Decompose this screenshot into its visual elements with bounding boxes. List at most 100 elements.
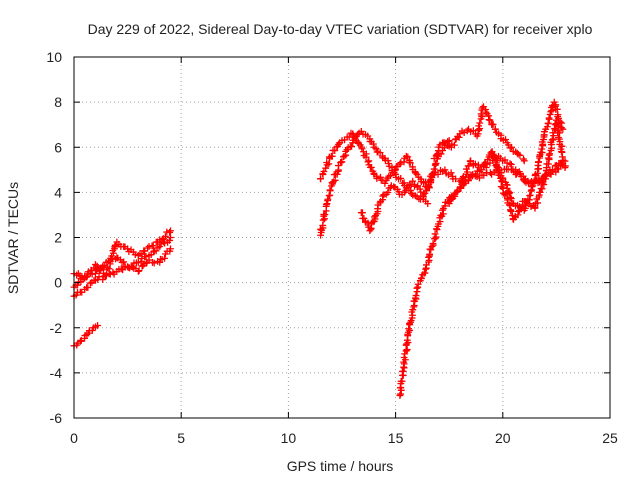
trace-marker [545,114,553,122]
data-point [134,267,142,275]
trace-marker [397,175,405,182]
trace-marker [502,190,510,197]
trace-marker [367,163,375,171]
data-point [167,227,174,235]
trace-marker [556,129,563,137]
trace-marker [543,123,551,131]
trace-marker [398,377,406,385]
x-axis-label: GPS time / hours [287,458,394,474]
trace-marker [440,139,448,147]
data-point [77,337,84,345]
data-point [422,265,430,273]
trace-marker [431,230,439,238]
trace-marker [79,276,87,283]
trace-marker [516,207,523,214]
trace-marker [432,160,440,168]
trace-marker [372,145,380,152]
y-tick-label: 6 [54,139,62,155]
y-tick-label: 4 [54,184,62,200]
trace-marker [516,151,524,159]
trace-marker [450,141,458,149]
data-point [441,166,449,174]
data-point [92,270,99,277]
trace-marker [166,237,173,244]
trace-marker [324,195,332,203]
data-point [167,234,174,241]
trace-marker [427,246,435,254]
trace-marker [420,190,428,198]
trace-marker [498,177,505,185]
trace-marker [333,170,341,178]
trace-marker [342,147,350,155]
trace-marker [358,145,366,153]
y-tick-label: -6 [50,410,63,426]
trace-marker [149,242,157,250]
x-tick-label: 5 [177,430,185,446]
trace-marker [557,124,565,132]
data-point [520,157,528,165]
trace-marker [507,206,514,214]
trace-marker [463,127,471,135]
trace-marker [362,153,370,161]
trace-marker [161,254,168,262]
trace-marker [396,160,404,168]
trace-marker [506,189,514,196]
trace-marker [498,178,506,186]
data-point [445,137,453,144]
trace-marker [543,172,551,180]
trace-marker [331,176,339,184]
trace-marker [463,168,471,176]
trace-marker [408,190,415,197]
data-point [559,161,567,169]
trace-marker [404,153,412,161]
trace-marker [322,164,330,172]
trace-marker [84,284,92,291]
trace-marker [105,265,113,273]
data-point [417,274,425,282]
trace-marker [475,122,483,130]
trace-marker [536,188,543,196]
y-tick-labels: -6 -4 -2 0 2 4 6 8 10 [46,49,62,426]
trace-marker [405,325,413,333]
x-tick-label: 10 [281,430,297,446]
data-point [94,322,101,329]
trace-marker [547,170,555,178]
trace-marker [447,169,455,177]
data-point [452,175,460,183]
trace-marker [376,149,384,156]
y-tick-label: -2 [50,320,63,336]
trace-marker [476,119,484,127]
trace-marker [410,303,418,311]
data-point [392,166,399,174]
trace-marker [482,108,490,116]
trace-marker [135,267,143,275]
data-point [477,166,485,174]
data-point [445,200,453,208]
trace-marker [471,160,479,168]
x-tick-label: 20 [495,430,511,446]
trace-marker [412,292,420,299]
data-point [456,184,464,192]
trace-marker [447,195,455,203]
trace-marker [544,120,552,127]
trace-marker [546,150,554,158]
trace-marker [547,108,555,116]
trace-marker [348,143,355,150]
trace-marker [414,280,422,288]
trace-marker [131,251,139,258]
trace-marker [326,186,334,194]
trace-marker [345,133,353,141]
y-tick-label: -4 [50,365,63,381]
trace-marker [548,136,556,144]
trace-marker [502,136,509,143]
trace-marker [416,185,424,193]
trace-marker [480,160,488,168]
trace-marker [325,160,333,168]
trace-marker [506,160,514,168]
trace-marker [412,169,419,177]
trace-marker [328,152,336,160]
trace-marker [150,259,158,267]
data-point [340,152,348,160]
trace-marker [331,147,339,155]
